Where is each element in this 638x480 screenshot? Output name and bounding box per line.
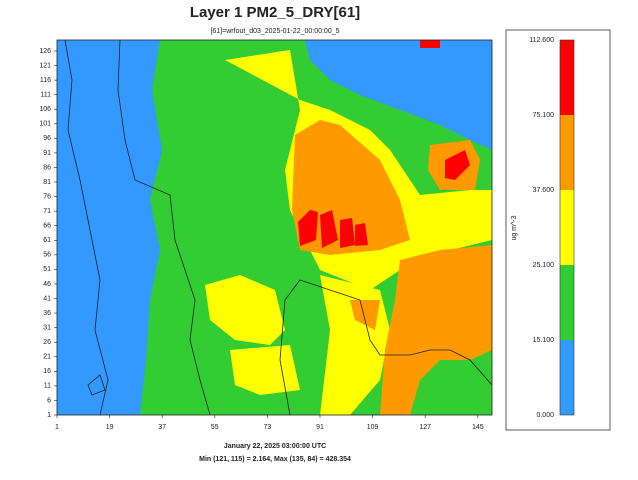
- map: [56, 39, 493, 416]
- x-tick-label: 91: [316, 424, 324, 431]
- legend-level: 37.600: [533, 187, 555, 194]
- y-tick-label: 46: [43, 281, 51, 288]
- y-tick-label: 31: [43, 324, 51, 331]
- y-tick-label: 111: [40, 92, 51, 99]
- y-tick-label: 106: [39, 106, 51, 113]
- y-tick-label: 56: [43, 252, 51, 259]
- y-tick-label: 91: [43, 150, 51, 157]
- y-tick-label: 26: [43, 339, 51, 346]
- x-tick-label: 55: [211, 424, 219, 431]
- legend-unit: ug m^-3: [511, 215, 518, 240]
- y-tick-label: 11: [44, 383, 51, 390]
- y-tick-label: 36: [43, 310, 51, 317]
- y-tick-label: 96: [43, 135, 51, 142]
- footer-minmax: Min (121, 115) = 2.164, Max (135, 84) = …: [199, 456, 351, 463]
- legend-box: [505, 29, 611, 431]
- y-tick-label: 41: [43, 295, 51, 302]
- y-tick-label: 6: [47, 397, 51, 404]
- y-tick-label: 101: [39, 121, 51, 128]
- title: Layer 1 PM2_5_DRY[61]: [190, 4, 360, 21]
- x-tick-label: 145: [472, 424, 484, 431]
- x-tick-label: 19: [106, 424, 114, 431]
- legend-level: 0.000: [536, 412, 554, 419]
- legend-level: 112.600: [529, 37, 554, 44]
- y-tick-label: 121: [39, 62, 51, 69]
- x-tick-label: 109: [367, 424, 379, 431]
- legend-level: 15.100: [533, 337, 555, 344]
- y-tick-label: 116: [40, 77, 51, 84]
- x-tick-label: 1: [55, 424, 59, 431]
- y-tick-label: 76: [43, 193, 51, 200]
- y-tick-label: 1: [47, 412, 51, 419]
- y-tick-label: 81: [43, 179, 51, 186]
- y-tick-label: 86: [43, 164, 51, 171]
- x-tick-label: 127: [419, 424, 431, 431]
- x-tick-label: 37: [158, 424, 166, 431]
- colorbar: [559, 39, 575, 416]
- footer-time: January 22, 2025 03:00:00 UTC: [224, 443, 326, 450]
- subtitle: [61]=wrfout_d03_2025-01-22_00:00:00_5: [210, 28, 339, 35]
- y-tick-label: 21: [43, 354, 51, 361]
- y-tick-label: 126: [39, 48, 51, 55]
- x-tick-label: 73: [264, 424, 272, 431]
- y-tick-label: 71: [43, 208, 51, 215]
- y-tick-label: 16: [43, 368, 51, 375]
- legend-level: 75.100: [533, 112, 555, 119]
- y-tick-label: 66: [43, 223, 51, 230]
- legend-level: 25.100: [533, 262, 555, 269]
- axes: 1 19 37 55 73 91 109 127 14516111621263136414651…: [39, 48, 483, 431]
- y-tick-label: 51: [43, 266, 51, 273]
- y-tick-label: 61: [43, 237, 51, 244]
